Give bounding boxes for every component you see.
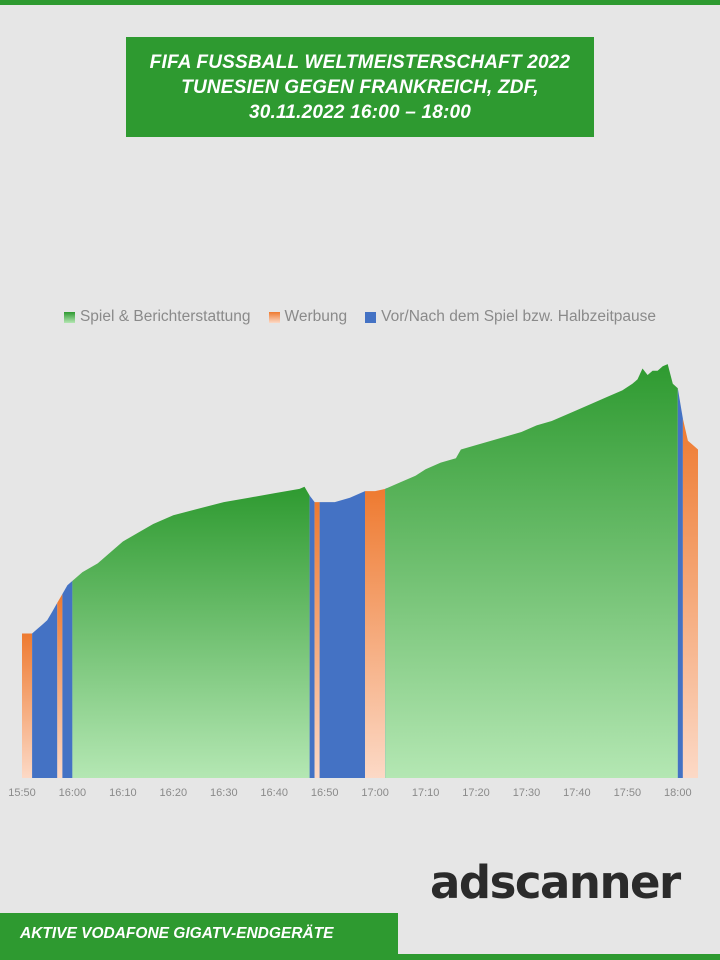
area-segment-5 <box>72 486 310 778</box>
legend-swatch-spiel <box>63 311 75 323</box>
legend-swatch-werbung <box>268 311 280 323</box>
legend-label-werbung: Werbung <box>284 308 348 325</box>
title-line-1: FIFA FUSSBALL WELTMEISTERSCHAFT 2022 <box>149 51 571 73</box>
x-tick-label-6: 16:40 <box>260 787 288 799</box>
chart-legend: Spiel & Berichterstattung Werbung Vor/Na… <box>0 305 720 329</box>
x-tick-label-11: 17:30 <box>513 787 541 799</box>
legend-label-spiel: Spiel & Berichterstattung <box>79 308 251 325</box>
footer-banner: AKTIVE VODAFONE GIGATV-ENDGERÄTE <box>0 913 398 954</box>
x-tick-label-7: 16:50 <box>311 787 339 799</box>
legend-item-pause: Vor/Nach dem Spiel bzw. Halbzeitpause <box>365 308 656 326</box>
x-tick-label-10: 17:20 <box>462 787 490 799</box>
x-tick-label-8: 17:00 <box>361 787 389 799</box>
area-chart: 15:50 16:00 16:10 16:20 16:30 16:40 16:50 17:00… <box>8 364 698 799</box>
x-tick-label-4: 16:20 <box>160 787 188 799</box>
area-segment-8 <box>319 491 365 778</box>
x-axis-ticks: 15:50 16:00 16:10 16:20 16:30 16:40 16:50 17:00… <box>8 787 691 799</box>
area-segment-1 <box>22 633 33 778</box>
x-tick-label-14: 18:00 <box>664 787 692 799</box>
area-segment-6 <box>309 495 315 778</box>
x-tick-label-13: 17:50 <box>614 787 642 799</box>
legend-label-pause: Vor/Nach dem Spiel bzw. Halbzeitpause <box>381 308 657 325</box>
x-tick-label-9: 17:10 <box>412 787 440 799</box>
bottom-accent-bar <box>0 954 720 960</box>
x-tick-label-12: 17:40 <box>563 787 591 799</box>
adscanner-logo: adscanner <box>430 856 681 909</box>
x-tick-label-3: 16:10 <box>109 787 137 799</box>
x-tick-label-2: 16:00 <box>59 787 87 799</box>
legend-item-spiel: Spiel & Berichterstattung <box>63 308 251 326</box>
area-segment-9 <box>365 488 386 778</box>
top-accent-bar <box>0 0 720 5</box>
x-tick-label-5: 16:30 <box>210 787 238 799</box>
area-segment-2 <box>32 602 58 778</box>
area-segment-11 <box>385 364 678 778</box>
area-segment-7 <box>314 502 320 778</box>
x-tick-label-1: 15:50 <box>8 787 36 799</box>
area-segment-13 <box>682 418 698 778</box>
area-segments <box>22 364 698 778</box>
area-segment-3 <box>57 594 63 778</box>
area-segment-12 <box>677 388 683 778</box>
title-line-2: TUNESIEN GEGEN FRANKREICH, ZDF, <box>181 76 539 98</box>
footer-label: AKTIVE VODAFONE GIGATV-ENDGERÄTE <box>20 924 334 942</box>
legend-swatch-pause <box>365 311 377 323</box>
title-banner: FIFA FUSSBALL WELTMEISTERSCHAFT 2022 TUN… <box>126 37 594 137</box>
title-line-3: 30.11.2022 16:00 – 18:00 <box>248 101 472 123</box>
area-segment-4 <box>62 580 73 778</box>
legend-item-werbung: Werbung <box>268 308 348 326</box>
